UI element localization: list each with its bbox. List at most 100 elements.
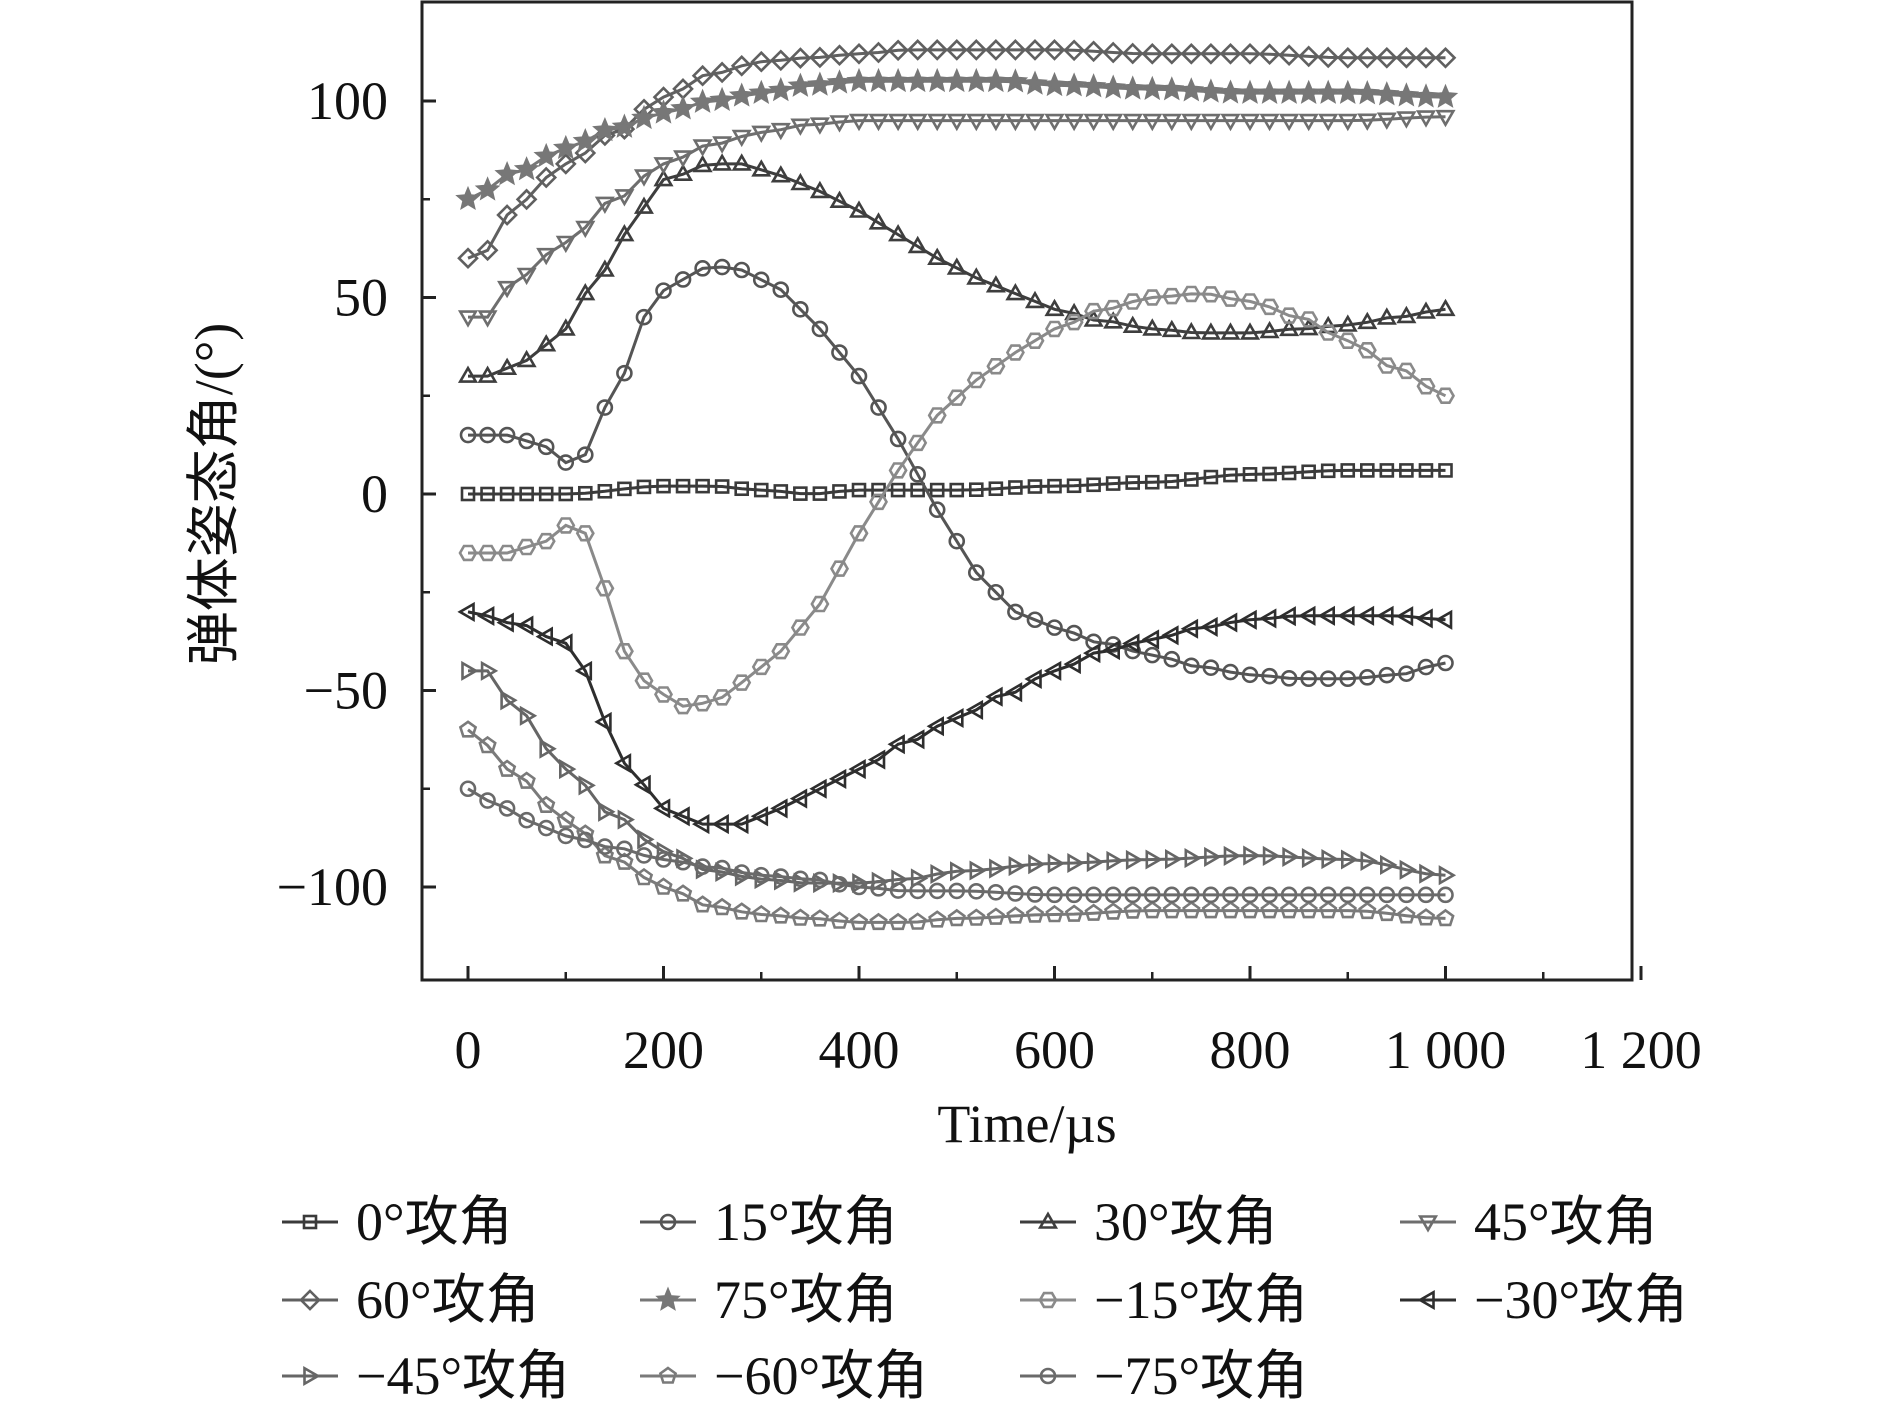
legend-marker <box>1417 1215 1439 1233</box>
data-point <box>1359 669 1376 686</box>
data-point <box>1005 113 1026 132</box>
y-tick-label: 0 <box>361 464 388 524</box>
data-point <box>790 619 810 636</box>
data-point <box>1417 886 1435 904</box>
data-point <box>536 334 557 352</box>
data-point <box>1315 79 1341 104</box>
data-point <box>985 686 1003 707</box>
data-point <box>672 806 690 827</box>
data-point <box>750 806 769 827</box>
legend-item: −15°攻角 <box>1020 1270 1308 1330</box>
data-point <box>1220 322 1241 340</box>
data-point <box>1418 463 1434 478</box>
data-point <box>712 136 733 154</box>
data-point <box>1184 472 1199 487</box>
data-point <box>1002 68 1029 93</box>
data-point <box>986 907 1006 925</box>
data-point <box>1181 321 1202 340</box>
data-point <box>732 902 751 920</box>
data-point <box>631 104 657 130</box>
data-point <box>888 224 909 242</box>
data-point <box>499 486 515 502</box>
data-point <box>1028 854 1046 875</box>
data-point <box>987 583 1005 601</box>
data-point <box>655 282 672 299</box>
data-point <box>516 615 534 636</box>
data-point <box>828 768 847 789</box>
data-point <box>695 478 710 494</box>
data-point <box>497 357 518 376</box>
data-point <box>516 267 537 286</box>
data-point <box>533 142 559 168</box>
data-point <box>1163 886 1181 904</box>
data-point <box>1299 311 1319 328</box>
data-point <box>945 39 968 61</box>
data-point <box>849 912 869 931</box>
data-point <box>1044 298 1065 317</box>
data-point <box>1105 476 1121 491</box>
data-point <box>1163 650 1181 668</box>
data-point <box>1178 77 1205 102</box>
data-point <box>1204 846 1222 867</box>
data-point <box>870 399 887 416</box>
data-point <box>1046 886 1063 904</box>
data-point <box>460 486 476 502</box>
data-point <box>1061 72 1087 97</box>
data-point <box>518 432 535 450</box>
data-point <box>476 239 499 262</box>
data-point <box>907 113 928 132</box>
data-point <box>887 734 905 755</box>
data-point <box>1262 466 1277 482</box>
data-point <box>811 320 829 338</box>
data-point <box>967 908 986 926</box>
data-point <box>1159 76 1185 101</box>
data-point <box>1338 332 1358 350</box>
data-point <box>1278 44 1300 67</box>
data-point <box>598 801 616 822</box>
data-point <box>946 257 967 275</box>
data-point <box>1102 41 1125 64</box>
data-point <box>946 113 967 132</box>
data-point <box>461 660 479 681</box>
data-point <box>985 39 1007 61</box>
data-point <box>1437 886 1454 904</box>
data-point <box>1024 290 1045 309</box>
data-point <box>535 626 554 647</box>
data-point <box>1415 608 1433 629</box>
data-point <box>1124 886 1141 904</box>
data-point <box>1378 886 1396 904</box>
data-point <box>848 200 870 218</box>
tick-marks <box>422 99 1643 980</box>
data-point <box>1437 654 1454 672</box>
legend-marker <box>659 1213 677 1231</box>
data-point <box>1393 82 1420 107</box>
data-point <box>1161 319 1182 338</box>
data-point <box>1336 46 1359 69</box>
data-point <box>1122 633 1140 654</box>
data-point <box>1295 79 1322 104</box>
data-point <box>1435 298 1456 317</box>
data-point <box>1083 113 1104 132</box>
data-point <box>1239 322 1261 340</box>
data-point <box>890 482 906 498</box>
data-point <box>809 180 830 199</box>
data-point <box>930 863 948 885</box>
data-point <box>634 867 654 886</box>
data-point <box>1241 886 1259 904</box>
data-point <box>1377 903 1397 922</box>
data-point <box>557 454 575 471</box>
data-point <box>480 486 495 502</box>
data-point <box>539 738 557 759</box>
data-point <box>592 117 618 142</box>
data-point <box>498 800 516 817</box>
data-point <box>1339 886 1357 904</box>
data-point <box>594 259 615 277</box>
data-point <box>983 67 1009 93</box>
data-point <box>1375 46 1398 69</box>
data-point <box>1219 42 1242 65</box>
data-point <box>867 749 886 770</box>
data-point <box>1183 657 1200 675</box>
data-point <box>928 910 947 928</box>
data-point <box>926 716 945 737</box>
data-point <box>1376 112 1397 130</box>
